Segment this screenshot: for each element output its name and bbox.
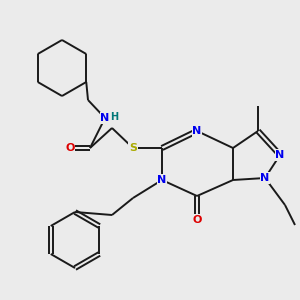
Text: O: O xyxy=(192,215,202,225)
Text: N: N xyxy=(192,126,202,136)
Text: S: S xyxy=(129,143,137,153)
Text: N: N xyxy=(158,175,166,185)
Text: N: N xyxy=(260,173,270,183)
Text: O: O xyxy=(65,143,75,153)
Text: N: N xyxy=(100,113,109,123)
Text: N: N xyxy=(275,150,285,160)
Text: H: H xyxy=(110,112,118,122)
